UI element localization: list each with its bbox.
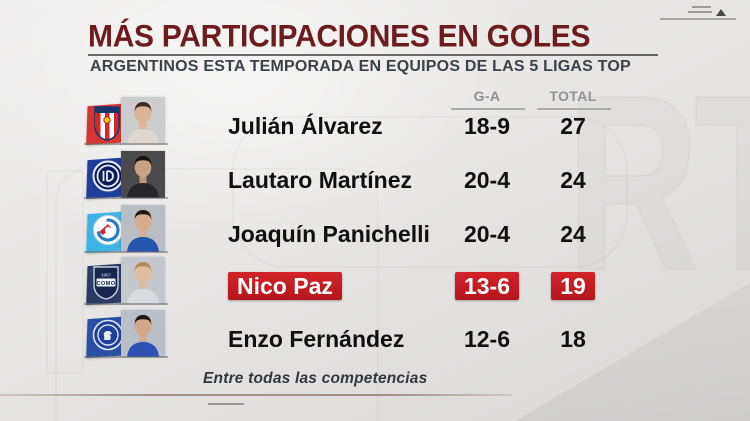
player-name: Nico Paz xyxy=(228,269,498,303)
player-photo xyxy=(121,205,165,252)
como-1907-badge-icon: 1907 COMO xyxy=(92,266,124,301)
column-header-total: TOTAL xyxy=(549,88,597,104)
row-divider xyxy=(84,197,168,199)
svg-text:1907: 1907 xyxy=(101,273,112,278)
total-value: 27 xyxy=(560,113,586,139)
svg-text:COMO: COMO xyxy=(96,281,115,287)
player-name: Enzo Fernández xyxy=(228,326,405,352)
table-row: Lautaro Martínez 20-4 24 xyxy=(0,151,750,199)
row-divider xyxy=(84,251,168,253)
chelsea-badge-icon xyxy=(92,319,124,354)
table-row: Joaquín Panichelli 20-4 24 xyxy=(0,205,750,253)
player-photo xyxy=(121,310,165,357)
footer-divider xyxy=(0,394,512,396)
top-right-mark xyxy=(692,6,711,8)
total-value: 24 xyxy=(560,221,586,247)
ga-value: 20-4 xyxy=(463,167,511,193)
page-title: MÁS PARTICIPACIONES EN GOLES xyxy=(88,19,591,54)
ga-value: 12-6 xyxy=(463,326,511,352)
player-photo xyxy=(121,151,165,198)
player-photo xyxy=(121,257,165,304)
row-divider xyxy=(84,303,168,305)
player-name: Julián Álvarez xyxy=(228,113,383,139)
top-right-rule xyxy=(660,18,736,20)
player-photo xyxy=(121,97,165,144)
strasbourg-badge-icon xyxy=(92,214,124,249)
player-name: Joaquín Panichelli xyxy=(228,221,430,247)
table-row: Julián Álvarez 18-9 27 xyxy=(0,97,750,145)
total-value: 19 xyxy=(533,269,613,303)
triangle-icon xyxy=(716,9,726,16)
inter-milan-badge-icon xyxy=(92,160,124,195)
row-divider xyxy=(84,143,168,145)
total-value: 18 xyxy=(560,326,586,352)
column-header-divider xyxy=(451,108,525,110)
ga-value: 13-6 xyxy=(443,269,531,303)
ga-value: 18-9 xyxy=(463,113,511,139)
column-header-divider xyxy=(537,108,611,110)
table-row: 1907 COMO Nico Paz 13-6 19 xyxy=(0,257,750,305)
page-subtitle: ARGENTINOS ESTA TEMPORADA EN EQUIPOS DE … xyxy=(90,58,631,75)
footer-divider-short xyxy=(208,403,244,405)
atletico-madrid-badge-icon xyxy=(92,106,124,141)
background-watermark-letter: R xyxy=(565,43,700,322)
title-divider xyxy=(88,54,658,56)
total-value: 24 xyxy=(560,167,586,193)
row-divider xyxy=(84,356,168,358)
ga-value: 20-4 xyxy=(463,221,511,247)
footer-note: Entre todas las competencias xyxy=(203,370,428,387)
top-right-mark xyxy=(688,11,712,13)
player-name: Lautaro Martínez xyxy=(228,167,413,193)
background-watermark-letter: T xyxy=(693,57,750,309)
table-row: Enzo Fernández 12-6 18 xyxy=(0,310,750,358)
column-header-ga: G-A xyxy=(473,88,501,104)
